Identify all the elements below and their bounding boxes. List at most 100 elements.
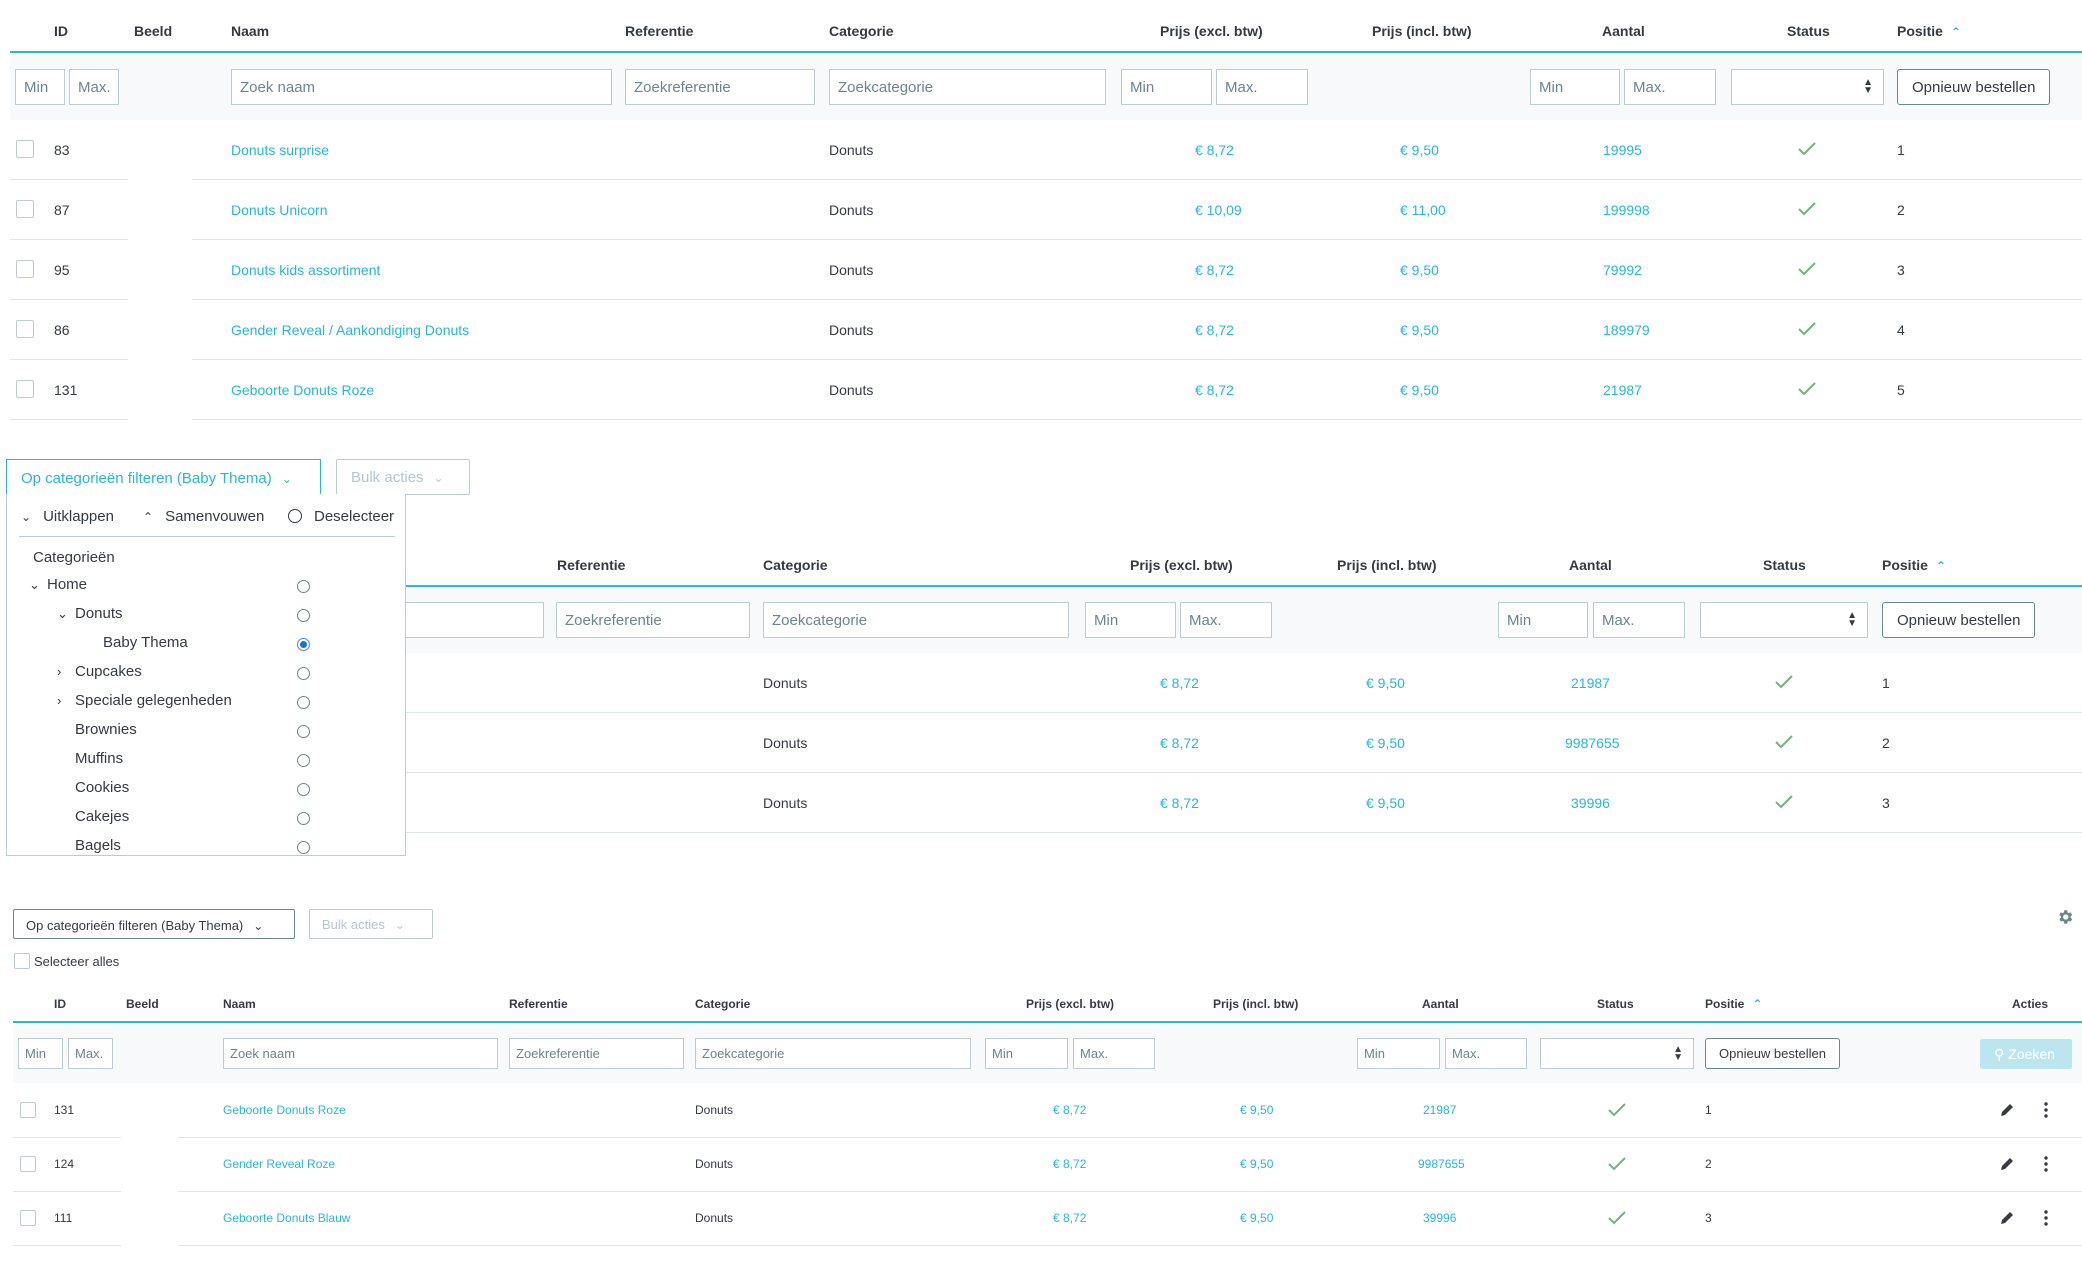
tree-item-radio[interactable]	[297, 580, 310, 593]
row-name-link[interactable]: Geboorte Donuts Roze	[223, 1103, 346, 1117]
chevron-down-icon[interactable]: ⌄	[29, 577, 40, 592]
row-quantity[interactable]: 19995	[1603, 142, 1642, 158]
row-name-link[interactable]: Donuts surprise	[231, 142, 330, 158]
quantity-min-input[interactable]: Min	[1530, 69, 1620, 105]
header-position[interactable]: Positie ⌃	[1705, 997, 1762, 1011]
select-all[interactable]: Selecteer alles	[14, 953, 119, 969]
row-quantity[interactable]: 9987655	[1565, 735, 1620, 751]
status-select[interactable]: ▲ ▼	[1700, 602, 1868, 638]
check-icon[interactable]	[1607, 1102, 1627, 1123]
row-quantity[interactable]: 21987	[1423, 1103, 1457, 1117]
price-min-input[interactable]: Min	[1121, 69, 1212, 105]
row-checkbox[interactable]	[16, 380, 34, 398]
header-category[interactable]: Categorie	[829, 23, 894, 39]
tree-item-cupcakes[interactable]: › Cupcakes	[57, 663, 142, 680]
reorder-button[interactable]: Opnieuw bestellen	[1897, 69, 2051, 105]
row-price-incl[interactable]: € 9,50	[1366, 675, 1405, 691]
expand-all-button[interactable]: ⌄ Uitklappen	[21, 508, 114, 525]
header-quantity[interactable]: Aantal	[1422, 997, 1459, 1011]
name-search-input[interactable]: Zoek naam	[223, 1038, 498, 1069]
header-status[interactable]: Status	[1763, 557, 1806, 573]
pencil-icon[interactable]	[1999, 1102, 2015, 1123]
row-price-incl[interactable]: € 9,50	[1240, 1157, 1274, 1171]
category-search-input[interactable]: Zoekcategorie	[695, 1038, 971, 1069]
tree-item-radio[interactable]	[297, 783, 310, 796]
check-icon[interactable]	[1797, 321, 1817, 342]
row-price-incl[interactable]: € 9,50	[1400, 382, 1439, 398]
header-quantity[interactable]: Aantal	[1569, 557, 1612, 573]
tree-item-radio[interactable]	[297, 696, 310, 709]
row-quantity[interactable]: 21987	[1603, 382, 1642, 398]
tree-item-radio[interactable]	[297, 667, 310, 680]
row-name-link[interactable]: Geboorte Donuts Roze	[231, 382, 375, 398]
tree-item-radio[interactable]	[297, 725, 310, 738]
header-reference[interactable]: Referentie	[625, 23, 694, 39]
header-price-incl[interactable]: Prijs (incl. btw)	[1372, 23, 1472, 39]
status-select[interactable]: ▲ ▼	[1540, 1038, 1694, 1069]
header-id[interactable]: ID	[54, 997, 66, 1011]
header-price-excl[interactable]: Prijs (excl. btw)	[1026, 997, 1115, 1011]
sort-up-icon[interactable]: ⌃	[1950, 25, 1961, 39]
row-checkbox[interactable]	[20, 1102, 36, 1118]
reorder-button[interactable]: Opnieuw bestellen	[1705, 1038, 1840, 1069]
collapse-all-button[interactable]: ⌃ Samenvouwen	[143, 508, 264, 525]
row-checkbox[interactable]	[20, 1156, 36, 1172]
price-max-input[interactable]: Max.	[1180, 602, 1272, 638]
row-checkbox[interactable]	[16, 260, 34, 278]
check-icon[interactable]	[1774, 794, 1794, 815]
header-position[interactable]: Positie ⌃	[1882, 557, 1946, 573]
reference-search-input[interactable]: Zoekreferentie	[556, 602, 750, 638]
more-vertical-icon[interactable]	[2043, 1209, 2049, 1232]
header-price-incl[interactable]: Prijs (incl. btw)	[1337, 557, 1437, 573]
header-category[interactable]: Categorie	[763, 557, 828, 573]
name-search-input[interactable]: Zoek naam	[231, 69, 612, 105]
tree-item-donuts[interactable]: ⌄ Donuts	[57, 605, 123, 622]
tree-item-radio[interactable]	[297, 638, 310, 651]
bulk-actions-dropdown[interactable]: Bulk acties ⌄	[309, 909, 433, 939]
chevron-right-icon[interactable]: ›	[57, 664, 62, 679]
row-name-link[interactable]: Gender Reveal Roze	[223, 1157, 336, 1171]
row-quantity[interactable]: 21987	[1571, 675, 1610, 691]
pencil-icon[interactable]	[1999, 1156, 2015, 1177]
price-min-input[interactable]: Min	[1085, 602, 1176, 638]
sort-up-icon[interactable]: ⌃	[1935, 559, 1946, 573]
row-name-link[interactable]: Donuts kids assortiment	[231, 262, 381, 278]
tree-item-bagels[interactable]: Bagels	[75, 837, 121, 854]
tree-item-radio[interactable]	[297, 609, 310, 622]
header-price-incl[interactable]: Prijs (incl. btw)	[1213, 997, 1299, 1011]
row-quantity[interactable]: 189979	[1603, 322, 1650, 338]
more-vertical-icon[interactable]	[2043, 1101, 2049, 1124]
row-price-excl[interactable]: € 8,72	[1195, 142, 1234, 158]
chevron-right-icon[interactable]: ›	[57, 693, 62, 708]
row-checkbox[interactable]	[16, 140, 34, 158]
row-quantity[interactable]: 39996	[1423, 1211, 1457, 1225]
reorder-button[interactable]: Opnieuw bestellen	[1882, 602, 2036, 638]
more-vertical-icon[interactable]	[2043, 1155, 2049, 1178]
row-price-excl[interactable]: € 8,72	[1053, 1211, 1087, 1225]
tree-item-home[interactable]: ⌄ Home	[29, 576, 87, 593]
row-quantity[interactable]: 9987655	[1418, 1157, 1465, 1171]
tree-item-baby-thema[interactable]: Baby Thema	[103, 634, 188, 651]
header-quantity[interactable]: Aantal	[1602, 23, 1645, 39]
check-icon[interactable]	[1797, 261, 1817, 282]
header-price-excl[interactable]: Prijs (excl. btw)	[1130, 557, 1233, 573]
header-reference[interactable]: Referentie	[557, 557, 626, 573]
row-price-excl[interactable]: € 8,72	[1195, 322, 1234, 338]
quantity-max-input[interactable]: Max.	[1624, 69, 1716, 105]
header-status[interactable]: Status	[1787, 23, 1830, 39]
gear-icon[interactable]	[2056, 908, 2074, 931]
header-status[interactable]: Status	[1597, 997, 1634, 1011]
id-min-input[interactable]: Min	[15, 69, 65, 105]
row-quantity[interactable]: 79992	[1603, 262, 1642, 278]
tree-item-radio[interactable]	[297, 841, 310, 854]
category-filter-dropdown[interactable]: Op categorieën filteren (Baby Thema) ⌄	[6, 459, 321, 495]
tree-item-radio[interactable]	[297, 812, 310, 825]
tree-item-brownies[interactable]: Brownies	[75, 721, 137, 738]
row-price-excl[interactable]: € 8,72	[1160, 675, 1199, 691]
row-price-incl[interactable]: € 9,50	[1366, 735, 1405, 751]
price-max-input[interactable]: Max.	[1216, 69, 1308, 105]
id-min-input[interactable]: Min	[18, 1038, 63, 1069]
row-price-excl[interactable]: € 10,09	[1195, 202, 1242, 218]
row-price-excl[interactable]: € 8,72	[1053, 1103, 1087, 1117]
quantity-max-input[interactable]: Max.	[1445, 1038, 1527, 1069]
